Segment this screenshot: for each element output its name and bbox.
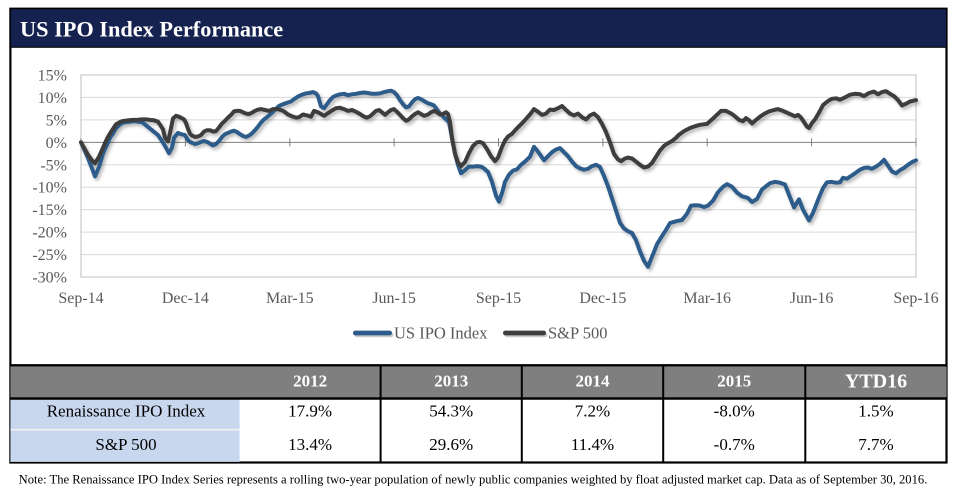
svg-text:Renaissance IPO Index: Renaissance IPO Index: [47, 401, 206, 420]
svg-text:Mar-16: Mar-16: [683, 290, 731, 307]
svg-text:2014: 2014: [576, 372, 611, 391]
svg-text:54.3%: 54.3%: [429, 401, 473, 420]
svg-text:13.4%: 13.4%: [288, 435, 332, 454]
svg-text:S&P 500: S&P 500: [95, 435, 156, 454]
svg-text:2015: 2015: [717, 372, 751, 391]
svg-text:-5%: -5%: [40, 157, 67, 174]
svg-text:-30%: -30%: [32, 270, 67, 287]
svg-text:29.6%: 29.6%: [429, 435, 473, 454]
svg-text:2012: 2012: [293, 372, 327, 391]
svg-text:7.7%: 7.7%: [858, 435, 893, 454]
svg-text:1.5%: 1.5%: [858, 401, 893, 420]
svg-text:Sep-16: Sep-16: [893, 290, 938, 307]
svg-text:10%: 10%: [38, 90, 67, 107]
svg-text:Sep-15: Sep-15: [476, 290, 521, 307]
svg-text:Dec-15: Dec-15: [579, 290, 626, 307]
svg-text:-25%: -25%: [32, 247, 67, 264]
svg-text:Dec-14: Dec-14: [162, 290, 209, 307]
svg-text:15%: 15%: [38, 68, 67, 85]
svg-text:Sep-14: Sep-14: [58, 290, 103, 307]
svg-text:-15%: -15%: [32, 202, 67, 219]
svg-text:2013: 2013: [434, 372, 468, 391]
svg-text:-20%: -20%: [32, 225, 67, 242]
svg-text:Jun-16: Jun-16: [790, 290, 834, 307]
svg-text:7.2%: 7.2%: [575, 401, 610, 420]
svg-text:US IPO Index Performance: US IPO Index Performance: [20, 17, 283, 42]
svg-text:S&P 500: S&P 500: [548, 324, 607, 343]
svg-text:5%: 5%: [46, 112, 67, 129]
svg-text:Note: The Renaissance IPO Inde: Note: The Renaissance IPO Index Series r…: [19, 472, 928, 486]
svg-text:0%: 0%: [46, 135, 67, 152]
svg-text:Jun-15: Jun-15: [372, 290, 416, 307]
svg-text:-10%: -10%: [32, 180, 67, 197]
svg-text:-8.0%: -8.0%: [714, 401, 755, 420]
svg-text:-0.7%: -0.7%: [714, 435, 755, 454]
svg-text:US IPO Index: US IPO Index: [394, 324, 488, 343]
svg-text:17.9%: 17.9%: [288, 401, 332, 420]
svg-text:11.4%: 11.4%: [571, 435, 614, 454]
svg-text:YTD16: YTD16: [845, 370, 907, 392]
svg-text:Mar-15: Mar-15: [266, 290, 314, 307]
